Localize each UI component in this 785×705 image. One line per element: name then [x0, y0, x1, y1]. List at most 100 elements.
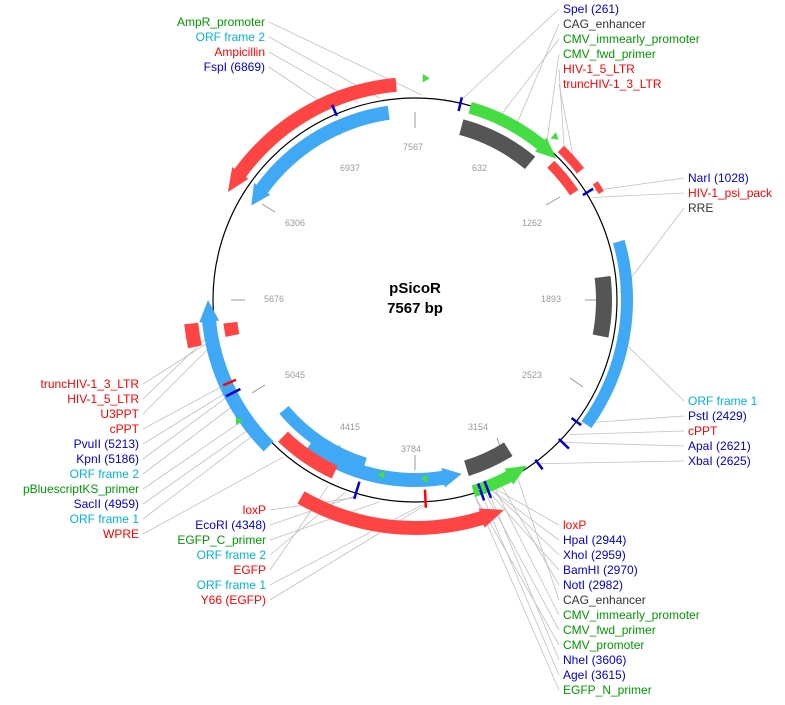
ltr-arc-outer: [557, 145, 585, 174]
feature-label: NotI (2982): [563, 578, 623, 592]
feature-label: RRE: [688, 201, 713, 215]
leader-line: [142, 389, 231, 445]
wpre-arc: [278, 431, 338, 479]
feature-label: XbaI (2625): [688, 454, 751, 468]
feature-label: cPPT: [110, 422, 140, 436]
leader-line: [142, 402, 238, 475]
feature-label: NarI (1028): [688, 171, 749, 185]
leader-line: [592, 192, 685, 198]
tick-label: 6306: [285, 218, 305, 228]
feature-label: ORF frame 2: [197, 548, 267, 562]
apai-site-mark: [557, 438, 570, 450]
orf-frame-2-bottom-arc: [305, 439, 462, 488]
plasmid-name: pSicoR: [389, 280, 441, 297]
kpni-site-mark: [225, 387, 241, 398]
feature-label: KpnI (5186): [76, 452, 139, 466]
leader-line: [142, 331, 213, 400]
tick-label: 4415: [340, 422, 360, 432]
nari-site-mark: [582, 187, 594, 197]
leader-line: [616, 335, 685, 402]
tick-label: 5676: [264, 294, 284, 304]
leader-line: [491, 489, 560, 541]
ampicillin-arc: [227, 77, 397, 192]
orf-frame-2-left-arc: [199, 300, 274, 452]
backbone-circle: [212, 97, 618, 503]
spei-site-mark: [457, 97, 464, 112]
leader-line: [460, 8, 560, 101]
feature-label: EGFP: [233, 563, 266, 577]
egfp-n-primer-triangle: [472, 487, 481, 496]
cag-enhancer-2-arc: [471, 465, 527, 497]
tick-label: 6937: [340, 163, 360, 173]
ampr-promoter-triangle: [422, 73, 430, 83]
feature-label: SacII (4959): [74, 497, 139, 511]
orf-frame-2-top-arc: [251, 105, 390, 206]
orf-frame-1-bottom-arc: [279, 406, 367, 470]
leader-line: [517, 23, 560, 123]
tick-label: 632: [472, 163, 487, 173]
egfp-c-primer-triangle: [377, 471, 385, 480]
leader-line: [269, 485, 329, 571]
leader-line: [142, 392, 233, 460]
leader-line: [268, 21, 423, 96]
leader-line: [142, 431, 259, 520]
psti-site-mark: [570, 416, 582, 427]
feature-label: pBluescriptKS_primer: [23, 482, 139, 496]
leader-line: [142, 417, 248, 490]
xbai-site-mark: [534, 458, 544, 471]
feature-label: truncHIV-1_3_LTR: [563, 77, 662, 91]
feature-label: SpeI (261): [563, 2, 619, 16]
feature-label: EGFP_C_primer: [177, 533, 266, 547]
leader-line: [569, 430, 685, 435]
leader-line: [142, 338, 214, 385]
fspi-site-mark: [331, 104, 339, 117]
feature-label: XhoI (2959): [563, 548, 626, 562]
leader-line: [517, 477, 560, 601]
cag-enhancer-2-gray-arc: [464, 442, 513, 476]
feature-label: ApaI (2621): [688, 439, 751, 453]
leader-line: [488, 491, 560, 661]
feature-label: CMV_immearly_promoter: [563, 608, 700, 622]
y66-mark: [423, 489, 428, 508]
cmv-promoter-arc: [468, 101, 557, 159]
orf-frame-1-arc: [581, 239, 633, 429]
feature-label: CAG_enhancer: [563, 17, 646, 31]
leader-line: [501, 485, 560, 586]
leader-line: [481, 493, 560, 676]
leader-line: [488, 491, 560, 571]
feature-label: CMV_fwd_primer: [563, 47, 656, 61]
feature-label: PvuII (5213): [74, 437, 139, 451]
plasmid-size: 7567 bp: [387, 300, 443, 317]
tick-label: 7567: [403, 142, 423, 152]
feature-label: loxP: [243, 503, 266, 517]
cag-enhancer-arc: [459, 119, 536, 170]
leader-line: [588, 177, 685, 192]
feature-label: Ampicillin: [214, 45, 265, 59]
feature-label: ORF frame 1: [70, 512, 140, 526]
egfp-arc: [297, 491, 505, 535]
nhei-site-mark: [483, 480, 493, 499]
leader-line: [538, 460, 685, 465]
feature-label: Y66 (EGFP): [201, 593, 266, 607]
leader-line: [142, 425, 254, 505]
feature-label: CMV_fwd_primer: [563, 623, 656, 637]
leader-line: [142, 342, 215, 415]
feature-label: AgeI (3615): [563, 668, 626, 682]
leader-line: [491, 489, 560, 556]
tick-label: 1262: [522, 218, 542, 228]
leader-line: [578, 415, 685, 424]
tick-labels: 7567 632 1262 1893 2523 3154 3784 4415 5…: [264, 142, 561, 454]
agei-site-mark: [476, 483, 486, 501]
tick-label: 1893: [541, 294, 561, 304]
rre-arc: [592, 275, 612, 338]
cppt-mark: [222, 378, 237, 387]
feature-label: FspI (6869): [204, 60, 265, 74]
tick-label: 5045: [285, 370, 305, 380]
leader-line: [501, 38, 560, 115]
ltr-left-arc: [184, 322, 202, 349]
leader-line: [269, 492, 346, 556]
feature-label: HIV-1_5_LTR: [67, 392, 139, 406]
feature-label: U3PPT: [100, 407, 139, 421]
